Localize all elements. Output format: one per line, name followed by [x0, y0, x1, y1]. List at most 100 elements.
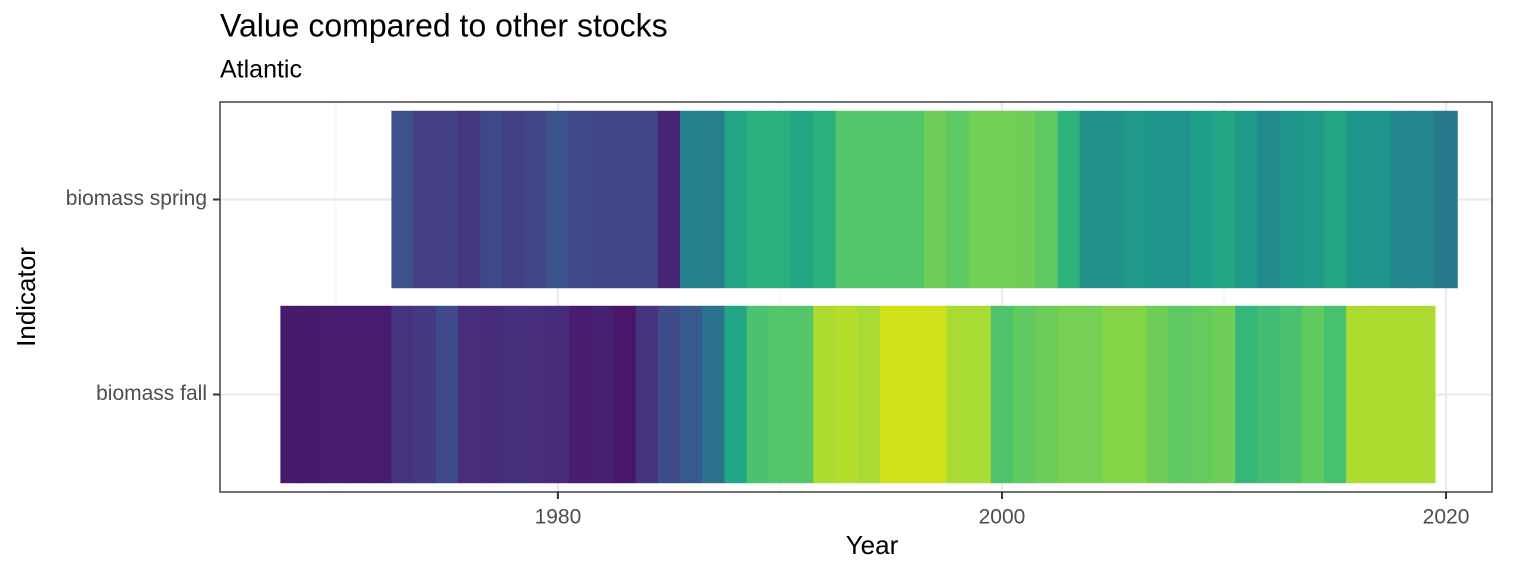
- tile: [724, 110, 748, 289]
- tile: [702, 305, 726, 484]
- x-axis-label: Year: [846, 530, 899, 560]
- tile: [746, 110, 770, 289]
- tile: [302, 305, 326, 484]
- tile: [613, 305, 637, 484]
- tile: [724, 305, 748, 484]
- tile: [791, 110, 814, 289]
- tile: [968, 305, 992, 484]
- tile: [1279, 305, 1303, 484]
- tile: [480, 110, 504, 289]
- tile: [746, 305, 770, 484]
- tile: [635, 110, 659, 289]
- tile: [1323, 110, 1347, 289]
- tile: [1013, 110, 1036, 289]
- tile: [768, 110, 792, 289]
- y-tick-label: biomass fall: [96, 382, 207, 405]
- tile: [990, 110, 1014, 289]
- tile: [946, 110, 970, 289]
- tile: [1124, 110, 1147, 289]
- tile: [1146, 110, 1170, 289]
- tile: [613, 110, 637, 289]
- tile: [1235, 305, 1258, 484]
- tile: [768, 305, 792, 484]
- tile: [1346, 305, 1369, 484]
- tile: [391, 305, 415, 484]
- tile: [1057, 305, 1081, 484]
- tile: [1146, 305, 1170, 484]
- y-axis-label: Indicator: [11, 247, 41, 347]
- tile: [1368, 305, 1392, 484]
- tile: [502, 110, 526, 289]
- tile: [569, 110, 592, 289]
- tile: [524, 110, 548, 289]
- tile: [1368, 110, 1392, 289]
- tile: [835, 110, 859, 289]
- tile: [657, 110, 681, 289]
- tile: [1212, 305, 1236, 484]
- tile: [813, 110, 837, 289]
- tile: [702, 110, 726, 289]
- tile: [835, 305, 859, 484]
- tile: [1257, 110, 1281, 289]
- tile: [1190, 305, 1214, 484]
- tile: [1346, 110, 1369, 289]
- tile: [902, 110, 925, 289]
- tile: [369, 305, 393, 484]
- tile: [324, 305, 348, 484]
- tile: [1168, 110, 1192, 289]
- tile: [1390, 110, 1414, 289]
- tile: [1412, 305, 1436, 484]
- tile: [1212, 110, 1236, 289]
- tile: [990, 305, 1014, 484]
- tile: [924, 305, 948, 484]
- tile: [1412, 110, 1436, 289]
- tile: [591, 305, 615, 484]
- tile: [1168, 305, 1192, 484]
- tile: [546, 110, 570, 289]
- tile: [1323, 305, 1347, 484]
- tile: [458, 110, 481, 289]
- tile: [1124, 305, 1147, 484]
- tile: [1257, 305, 1281, 484]
- tile: [1390, 305, 1414, 484]
- tile: [968, 110, 992, 289]
- tile: [591, 110, 615, 289]
- tile: [502, 305, 526, 484]
- tile: [1079, 110, 1103, 289]
- tile: [458, 305, 481, 484]
- tile: [480, 305, 504, 484]
- tile: [1101, 305, 1125, 484]
- tile: [1301, 110, 1325, 289]
- tile: [857, 305, 881, 484]
- tile: [879, 110, 903, 289]
- x-tick-label: 2000: [979, 506, 1026, 529]
- tile: [857, 110, 881, 289]
- tile: [435, 305, 459, 484]
- tile: [813, 305, 837, 484]
- tile: [1279, 110, 1303, 289]
- tile: [1013, 305, 1036, 484]
- chart-title: Value compared to other stocks: [220, 7, 668, 43]
- tile: [680, 305, 703, 484]
- tile: [791, 305, 814, 484]
- tile: [413, 110, 437, 289]
- tile: [1101, 110, 1125, 289]
- tile: [1301, 305, 1325, 484]
- tile: [435, 110, 459, 289]
- chart-subtitle: Atlantic: [220, 56, 302, 84]
- tile: [1079, 305, 1103, 484]
- y-tick-label: biomass spring: [66, 187, 207, 210]
- tile: [902, 305, 925, 484]
- tile: [546, 305, 570, 484]
- tile: [946, 305, 970, 484]
- tile: [280, 305, 304, 484]
- x-tick-label: 1980: [535, 506, 582, 529]
- tile: [413, 305, 437, 484]
- tile: [657, 305, 681, 484]
- tile: [1434, 110, 1458, 289]
- tile: [680, 110, 703, 289]
- tile: [635, 305, 659, 484]
- tile: [924, 110, 948, 289]
- tile: [1057, 110, 1081, 289]
